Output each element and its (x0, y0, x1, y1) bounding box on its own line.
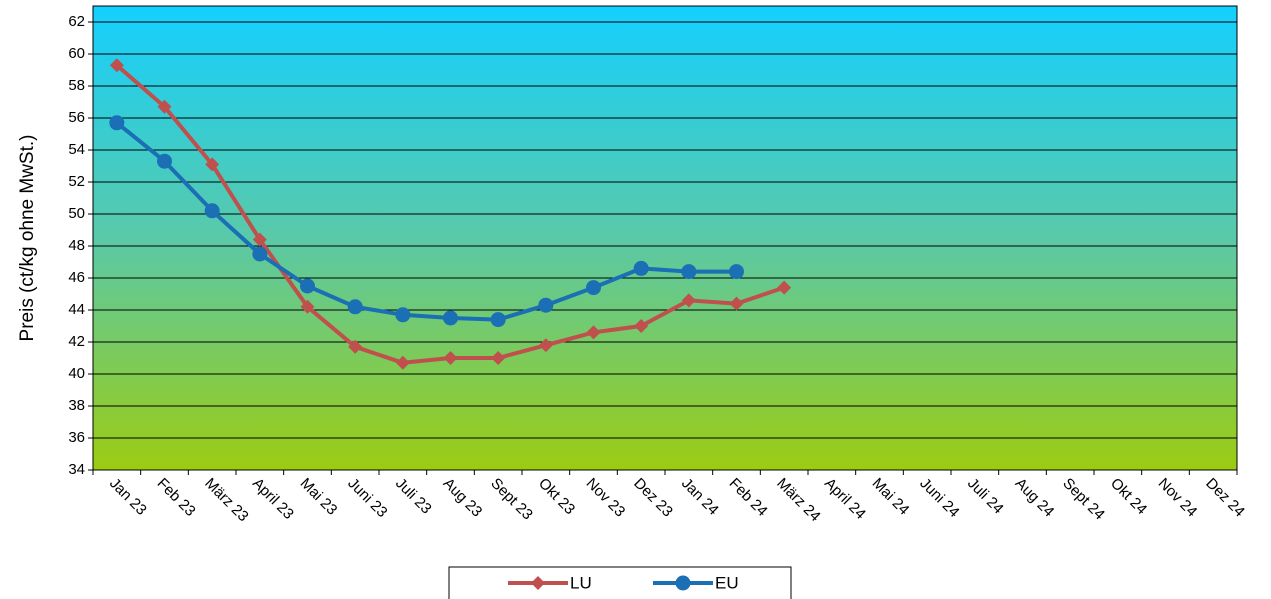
data-point (490, 312, 506, 328)
data-point (443, 351, 458, 365)
y-tick-label: 58 (68, 77, 85, 94)
x-tick-label: Juni 23 (344, 475, 390, 521)
y-tick-label: 52 (68, 173, 85, 190)
plot-area (92, 5, 1238, 471)
data-point (681, 293, 696, 308)
x-tick-label: Sept 24 (1059, 475, 1108, 524)
data-point (252, 232, 267, 247)
data-point (586, 325, 601, 340)
legend (448, 566, 792, 599)
data-point (491, 351, 506, 365)
data-point (729, 296, 744, 311)
y-tick-label: 36 (68, 429, 85, 446)
x-tick-label: Dez 24 (1202, 475, 1248, 521)
y-tick-label: 34 (68, 461, 85, 478)
x-tick-label: April 23 (249, 475, 297, 523)
data-point (348, 339, 363, 354)
x-tick-label: Juli 24 (964, 475, 1007, 518)
y-tick-label: 50 (68, 205, 85, 222)
data-point (300, 299, 315, 314)
data-point (538, 338, 553, 353)
y-tick-label: 46 (68, 269, 85, 286)
legend-marker (675, 575, 691, 591)
legend-label: EU (715, 573, 739, 592)
x-tick-label: Juni 24 (916, 475, 962, 521)
data-point (109, 115, 125, 131)
y-tick-label: 56 (68, 109, 85, 126)
x-tick-label: Juli 23 (392, 475, 435, 518)
x-tick-label: Jan 23 (106, 475, 150, 519)
x-tick-label: Dez 23 (630, 475, 676, 521)
x-tick-label: Nov 23 (583, 475, 629, 521)
legend-marker (531, 576, 545, 590)
data-point (538, 297, 554, 313)
x-tick-label: Sept 23 (487, 475, 536, 524)
x-tick-label: Okt 23 (535, 475, 578, 518)
data-point (205, 157, 220, 172)
data-point (395, 355, 410, 370)
x-tick-label: April 24 (821, 475, 869, 523)
y-tick-label: 38 (68, 397, 85, 414)
data-point (729, 264, 744, 280)
data-point (633, 260, 649, 276)
x-tick-label: März 23 (201, 475, 251, 525)
y-tick-label: 42 (68, 333, 85, 350)
y-tick-label: 40 (68, 365, 85, 382)
y-tick-label: 62 (68, 13, 85, 30)
x-tick-label: Okt 24 (1107, 475, 1150, 518)
data-point (157, 153, 172, 169)
data-point (347, 299, 363, 315)
data-point (777, 280, 792, 295)
series-line (115, 121, 737, 322)
data-point (300, 278, 315, 294)
x-tick-label: Nov 24 (1155, 475, 1201, 521)
data-point (157, 99, 172, 114)
x-tick-label: März 24 (773, 475, 823, 525)
data-point (204, 203, 220, 219)
data-point (634, 319, 649, 333)
x-tick-label: Mai 24 (869, 475, 913, 519)
x-tick-label: Aug 24 (1012, 475, 1058, 521)
data-point (395, 307, 411, 323)
data-point (443, 310, 458, 326)
x-tick-label: Feb 24 (726, 475, 771, 520)
y-tick-label: 44 (68, 301, 85, 318)
data-point (109, 58, 124, 73)
y-tick-label: 54 (68, 141, 85, 158)
data-point (586, 280, 601, 296)
y-axis-label: Preis (ct/kg ohne MwSt.) (17, 135, 38, 342)
data-point (681, 264, 697, 280)
x-tick-label: Feb 23 (154, 475, 199, 520)
data-point (252, 246, 268, 262)
y-tick-label: 60 (68, 45, 85, 62)
x-tick-label: Aug 23 (440, 475, 486, 521)
legend-label: LU (570, 573, 592, 592)
y-tick-label: 48 (68, 237, 85, 254)
x-tick-label: Jan 24 (678, 475, 722, 519)
x-tick-label: Mai 23 (297, 475, 341, 519)
